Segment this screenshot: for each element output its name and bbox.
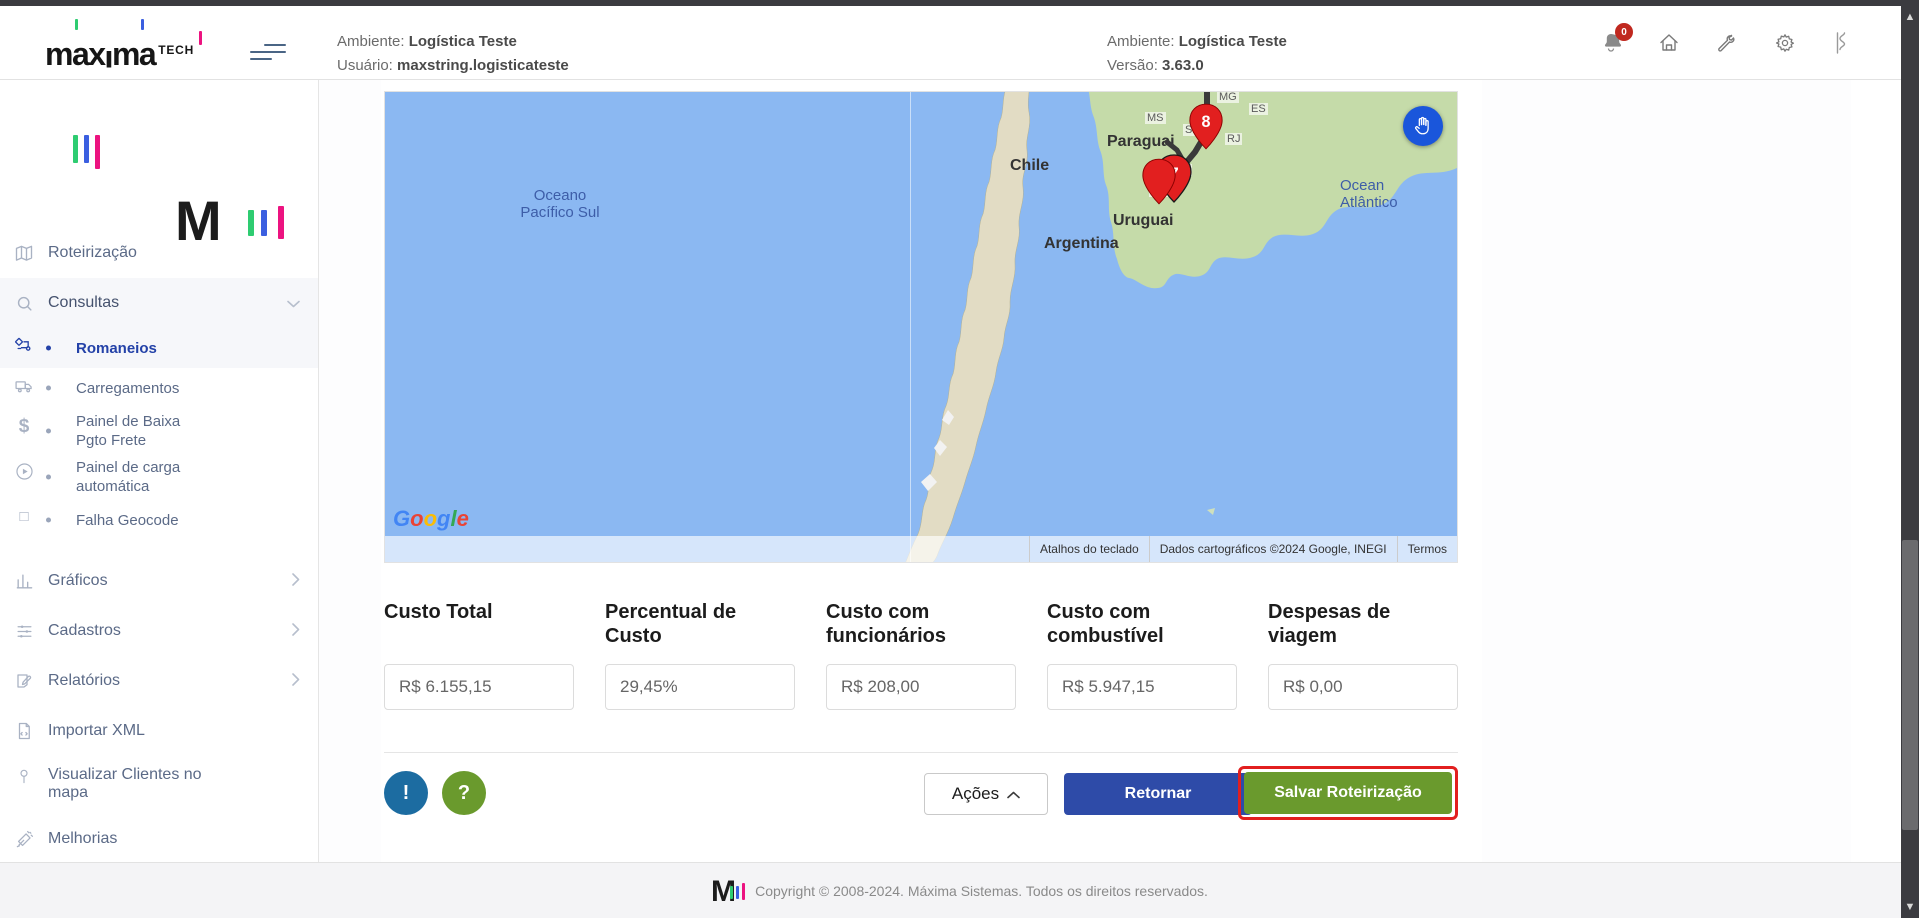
svg-text:8: 8	[1202, 113, 1211, 131]
